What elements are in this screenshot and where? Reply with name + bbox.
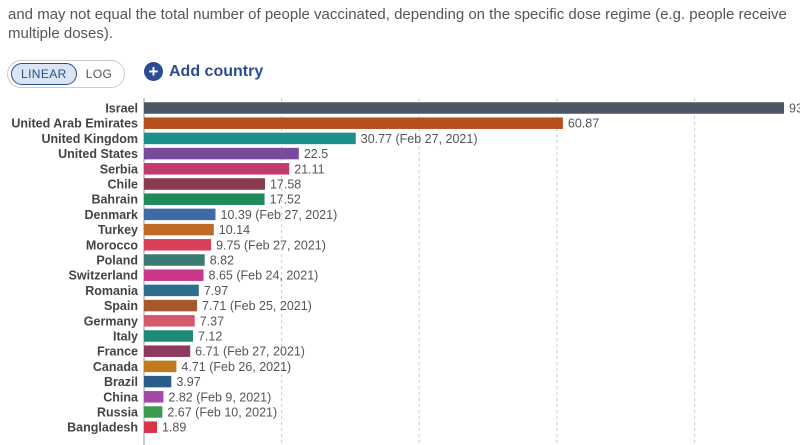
category-label: Chile <box>107 178 138 192</box>
bar[interactable] <box>144 375 172 388</box>
category-label: Canada <box>93 360 139 374</box>
category-label: Israel <box>105 102 138 116</box>
value-label: 7.71 (Feb 25, 2021) <box>202 299 312 313</box>
value-label: 7.97 <box>204 284 228 298</box>
value-label: 17.58 <box>270 178 301 192</box>
bar[interactable] <box>144 406 163 418</box>
chart-note: and may not equal the total number of pe… <box>8 5 798 43</box>
category-label: China <box>103 390 139 404</box>
category-label: France <box>97 345 138 359</box>
bar[interactable] <box>144 163 290 175</box>
note-line-2: multiple doses). <box>8 25 114 42</box>
value-label: 9.75 (Feb 27, 2021) <box>216 238 326 252</box>
category-label: Spain <box>104 299 138 313</box>
bar[interactable] <box>144 193 265 205</box>
bar[interactable] <box>144 284 199 297</box>
bar-chart: Israel 93 United Arab Emirates 60.87 United … <box>11 98 800 445</box>
value-label: 17.52 <box>270 193 301 207</box>
value-label: 2.82 (Feb 9, 2021) <box>168 390 271 404</box>
bar[interactable] <box>144 269 204 281</box>
note-line-1: and may not equal the total number of pe… <box>8 6 787 23</box>
category-label: Switzerland <box>69 269 138 283</box>
bar[interactable] <box>144 239 212 251</box>
bar[interactable] <box>144 391 164 403</box>
category-label: Morocco <box>86 238 138 252</box>
category-label: Turkey <box>98 223 138 237</box>
value-label: 2.67 (Feb 10, 2021) <box>167 406 277 420</box>
linear-scale-button[interactable]: LINEAR <box>11 63 77 85</box>
bar[interactable] <box>144 345 191 357</box>
bar[interactable] <box>144 330 193 342</box>
value-label: 93 <box>789 102 800 116</box>
scale-toggle: LINEAR LOG <box>7 60 126 88</box>
category-label: Brazil <box>104 375 138 389</box>
value-label: 7.12 <box>198 330 222 344</box>
value-label: 22.5 <box>304 147 328 161</box>
value-label: 60.87 <box>568 117 599 131</box>
category-label: Poland <box>96 254 138 268</box>
bar[interactable] <box>144 315 195 327</box>
value-label: 3.97 <box>176 375 200 389</box>
category-label: Germany <box>84 314 138 328</box>
log-scale-button[interactable]: LOG <box>85 67 113 81</box>
category-label: Serbia <box>100 162 139 176</box>
value-label: 10.39 (Feb 27, 2021) <box>221 208 338 222</box>
bar[interactable] <box>144 132 356 145</box>
bar[interactable] <box>144 421 158 433</box>
bar[interactable] <box>144 117 563 129</box>
value-label: 4.71 (Feb 26, 2021) <box>181 360 291 374</box>
plus-circle-icon: + <box>144 62 163 81</box>
category-label: Russia <box>97 406 139 420</box>
bar[interactable] <box>144 299 198 312</box>
bar[interactable] <box>144 178 265 190</box>
bar[interactable] <box>144 147 299 160</box>
bar[interactable] <box>144 254 205 266</box>
add-country-button[interactable]: + Add country <box>144 62 263 81</box>
value-label: 21.11 <box>294 162 324 176</box>
category-label: United States <box>58 147 138 161</box>
value-label: 8.65 (Feb 24, 2021) <box>209 269 319 283</box>
value-label: 30.77 (Feb 27, 2021) <box>361 132 478 146</box>
category-label: Bangladesh <box>67 421 138 435</box>
add-country-label: Add country <box>169 62 264 80</box>
category-label: United Arab Emirates <box>11 117 138 131</box>
bar[interactable] <box>144 102 784 114</box>
value-label: 7.37 <box>200 314 224 328</box>
bar[interactable] <box>144 360 177 373</box>
value-label: 1.89 <box>162 421 186 435</box>
category-label: Italy <box>113 330 138 344</box>
value-label: 6.71 (Feb 27, 2021) <box>195 345 305 359</box>
category-label: United Kingdom <box>41 132 138 146</box>
value-label: 8.82 <box>210 254 234 268</box>
category-label: Bahrain <box>91 193 138 207</box>
category-label: Romania <box>85 284 139 298</box>
value-label: 10.14 <box>219 223 250 237</box>
bar[interactable] <box>144 223 214 236</box>
category-label: Denmark <box>85 208 139 222</box>
bar[interactable] <box>144 208 216 221</box>
clipped-text-line <box>8 0 798 2</box>
